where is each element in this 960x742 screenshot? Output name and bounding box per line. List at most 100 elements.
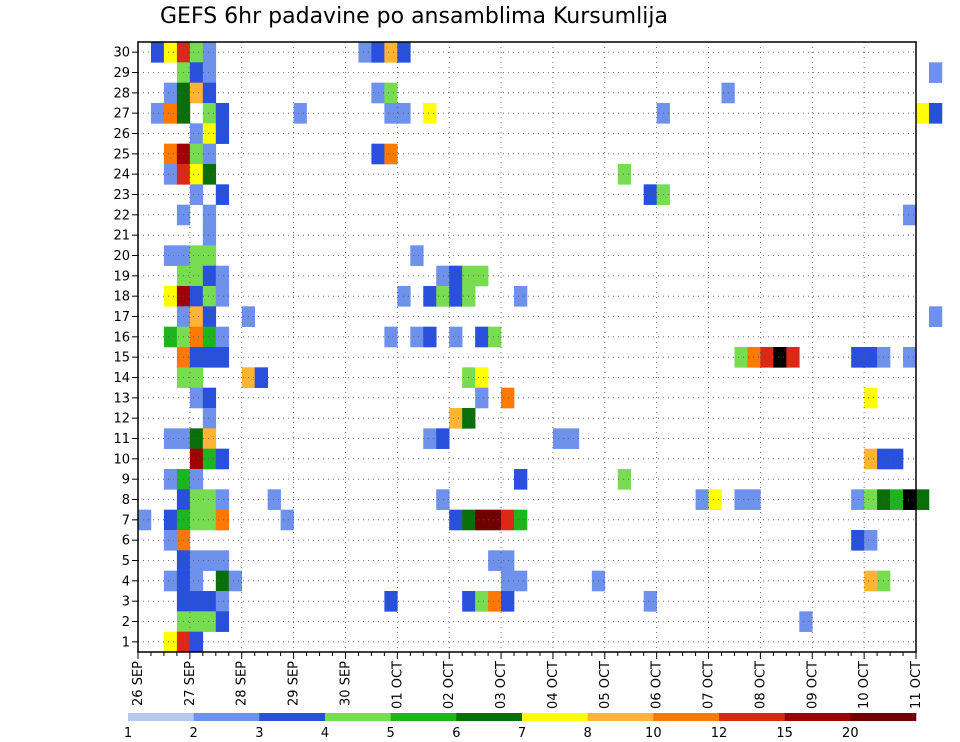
colorbar-label: 12 (711, 726, 728, 741)
heatmap-cell (864, 489, 878, 510)
heatmap-cell (189, 469, 204, 490)
y-tick-label: 29 (113, 66, 130, 81)
heatmap-cell (890, 448, 904, 470)
heatmap-cell (189, 286, 204, 307)
y-tick-label: 24 (113, 168, 130, 183)
heatmap-cell (488, 591, 502, 612)
heatmap-cell (189, 245, 204, 266)
heatmap-cell (189, 164, 204, 185)
x-tick-label: 28 SEP (235, 661, 250, 706)
heatmap-cell (189, 550, 204, 571)
heatmap-cell (189, 42, 204, 63)
heatmap-cell (215, 265, 230, 287)
heatmap-cell (565, 428, 580, 449)
heatmap-cell (410, 245, 424, 266)
colorbar-swatch (587, 713, 654, 721)
heatmap-cell (384, 82, 398, 104)
heatmap-cell (215, 550, 230, 571)
heatmap-cell (150, 42, 165, 63)
y-tick-label: 10 (113, 452, 130, 467)
heatmap-cell (643, 591, 657, 612)
heatmap-cell (202, 347, 217, 368)
heatmap-cell (189, 143, 204, 165)
colorbar-swatch (653, 713, 720, 721)
heatmap-cell (189, 123, 204, 144)
heatmap-cell (773, 347, 787, 368)
y-tick-label: 17 (113, 310, 130, 325)
heatmap-cell (202, 408, 217, 429)
heatmap-cell (202, 265, 217, 287)
heatmap-cell (384, 591, 398, 612)
colorbar-swatch (850, 713, 917, 721)
heatmap-cell (864, 387, 878, 409)
heatmap-cell (150, 103, 165, 124)
colorbar-label: 15 (776, 726, 793, 741)
colorbar-label: 20 (842, 726, 859, 741)
heatmap-cell (449, 408, 463, 429)
x-tick-label: 27 SEP (183, 661, 198, 706)
heatmap-cell (189, 631, 204, 653)
heatmap-cell (163, 103, 178, 124)
x-tick-label: 01 OCT (390, 661, 405, 709)
heatmap-cell (202, 225, 217, 246)
heatmap-cell (475, 387, 489, 409)
heatmap-cell (514, 286, 528, 307)
y-tick-label: 5 (122, 554, 130, 569)
heatmap-cell (202, 164, 217, 185)
heatmap-cell (215, 448, 230, 470)
heatmap-cell (189, 489, 204, 510)
colorbar-label: 10 (645, 726, 662, 741)
heatmap-cell (475, 265, 489, 287)
heatmap-cell (514, 570, 528, 592)
colorbar-label: 6 (452, 726, 460, 741)
heatmap-cell (202, 591, 217, 612)
heatmap-cell (215, 489, 230, 510)
heatmap-cell (851, 489, 865, 510)
y-tick-label: 25 (113, 147, 130, 162)
y-tick-label: 6 (122, 534, 130, 549)
heatmap-cell (163, 143, 178, 165)
heatmap-cell (189, 387, 204, 409)
y-tick-label: 19 (113, 269, 130, 284)
heatmap-cell (514, 469, 528, 490)
colorbar-label: 3 (255, 726, 263, 741)
heatmap-cell (475, 591, 489, 612)
heatmap-cell (202, 123, 217, 144)
y-tick-label: 27 (113, 107, 130, 122)
heatmap-cell (928, 62, 943, 83)
heatmap-cell (475, 367, 489, 388)
heatmap-cell (501, 550, 515, 571)
heatmap-cell (552, 428, 567, 449)
gridlines (138, 42, 916, 652)
chart-title: GEFS 6hr padavine po ansamblima Kursumli… (160, 4, 668, 29)
heatmap-cell (501, 387, 515, 409)
y-tick-label: 26 (113, 127, 130, 142)
colorbar-swatch (390, 713, 457, 721)
heatmap-cell (488, 550, 502, 571)
x-tick-label: 26 SEP (131, 661, 146, 706)
heatmap-cell (202, 204, 217, 226)
heatmap-cell (202, 245, 217, 266)
heatmap-cell (215, 326, 230, 348)
heatmap-cell (202, 611, 217, 632)
heatmap-cell (163, 509, 178, 531)
heatmap-cell (734, 347, 748, 368)
y-tick-label: 8 (122, 493, 130, 508)
y-tick-label: 23 (113, 188, 130, 203)
heatmap-cell (202, 550, 217, 571)
heatmap-cell (163, 42, 178, 63)
heatmap-cell (189, 62, 204, 83)
heatmap-cell (202, 103, 217, 124)
heatmap-cell (189, 611, 204, 632)
heatmap-cell (384, 42, 398, 63)
heatmap-cell (163, 286, 178, 307)
heatmap-cell (280, 509, 294, 531)
heatmap-cell (215, 611, 230, 632)
heatmap-cell (189, 306, 204, 327)
heatmap-cell (760, 347, 774, 368)
heatmap-cell (163, 469, 178, 490)
heatmap-cell (916, 103, 930, 124)
heatmap-cell (215, 286, 230, 307)
heatmap-cell (163, 570, 178, 592)
